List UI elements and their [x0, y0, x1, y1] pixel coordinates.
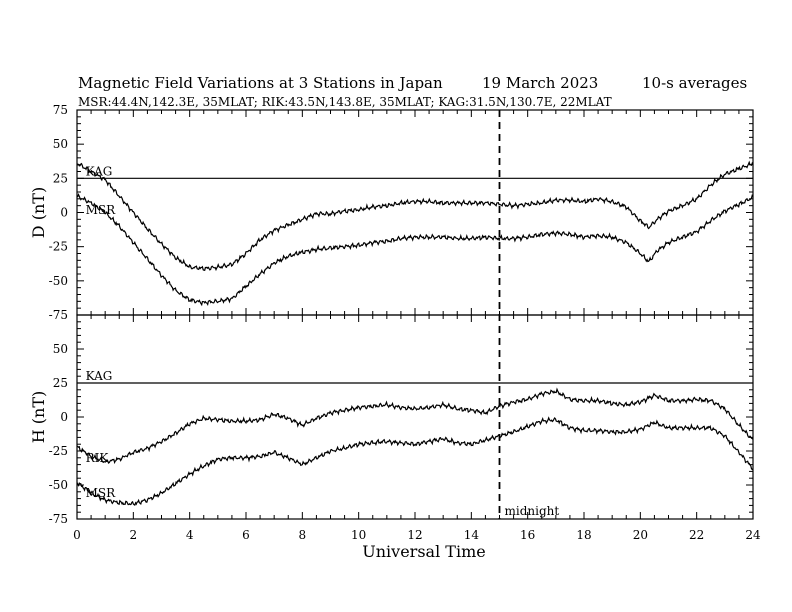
panel-d: -75 -50 -25 0 25 50 75 D (nT) KAG MSR	[29, 103, 754, 322]
series-line-h-msr	[76, 416, 754, 507]
x-tick-label: 12	[407, 528, 422, 542]
x-tick-label: 18	[576, 528, 591, 542]
x-axis: 0 2 4 6 8 10 12 14 16 18 20 22 24	[73, 110, 761, 542]
series-label-h-msr: MSR	[86, 486, 117, 500]
series-line-h-rik	[76, 387, 754, 465]
series-label-h-rik: RIK	[86, 451, 110, 465]
y-tick-label: 75	[53, 103, 68, 117]
x-axis-label: Universal Time	[362, 542, 485, 561]
x-tick-label: 6	[242, 528, 250, 542]
y-axis-label-d: D (nT)	[29, 187, 48, 238]
midnight-annotation-group: midnight	[498, 110, 560, 519]
series-line-d-msr	[77, 193, 754, 307]
panel-d-frame	[76, 109, 754, 316]
chart-title: Magnetic Field Variations at 3 Stations …	[78, 74, 443, 92]
y-tick-label: -50	[49, 478, 68, 492]
y-tick-label: -25	[49, 240, 68, 254]
series-label-d-msr: MSR	[86, 203, 117, 217]
y-tick-label: 0	[60, 410, 68, 424]
x-tick-label: 20	[633, 528, 648, 542]
x-tick-label: 4	[186, 528, 194, 542]
panel-h: -75 -50 -25 0 25 50 H (nT) KAG RIK MSR	[29, 314, 754, 526]
x-tick-label: 22	[689, 528, 704, 542]
midnight-label: midnight	[505, 504, 560, 518]
y-tick-label: -25	[49, 444, 68, 458]
x-tick-label: 2	[130, 528, 138, 542]
y-tick-label: -75	[49, 512, 68, 526]
stations-info: MSR:44.4N,142.3E, 35MLAT; RIK:43.5N,143.…	[78, 95, 612, 109]
x-tick-label: 24	[745, 528, 761, 542]
panel-h-frame	[76, 314, 754, 520]
series-label-d-kag: KAG	[86, 165, 113, 179]
y-tick-label: -50	[49, 274, 68, 288]
x-tick-label: 8	[299, 528, 307, 542]
chart-averaging: 10-s averages	[642, 74, 747, 92]
series-line-d-rik	[76, 160, 754, 272]
y-tick-label: 50	[53, 342, 68, 356]
y-tick-label: 0	[60, 206, 68, 220]
series-label-h-kag: KAG	[86, 369, 113, 383]
x-tick-label: 16	[520, 528, 535, 542]
y-axis-label-h: H (nT)	[29, 391, 48, 444]
y-tick-label: -75	[49, 308, 68, 322]
y-tick-label: 50	[53, 137, 68, 151]
x-tick-label: 10	[351, 528, 366, 542]
y-tick-label: 25	[53, 376, 68, 390]
y-tick-label: 25	[53, 171, 68, 185]
panels-group: -75 -50 -25 0 25 50 75 D (nT) KAG MSR -75 -50 -25 0 25…	[29, 103, 754, 526]
chart-date: 19 March 2023	[482, 74, 598, 92]
x-tick-label: 14	[464, 528, 480, 542]
x-tick-label: 0	[73, 528, 81, 542]
